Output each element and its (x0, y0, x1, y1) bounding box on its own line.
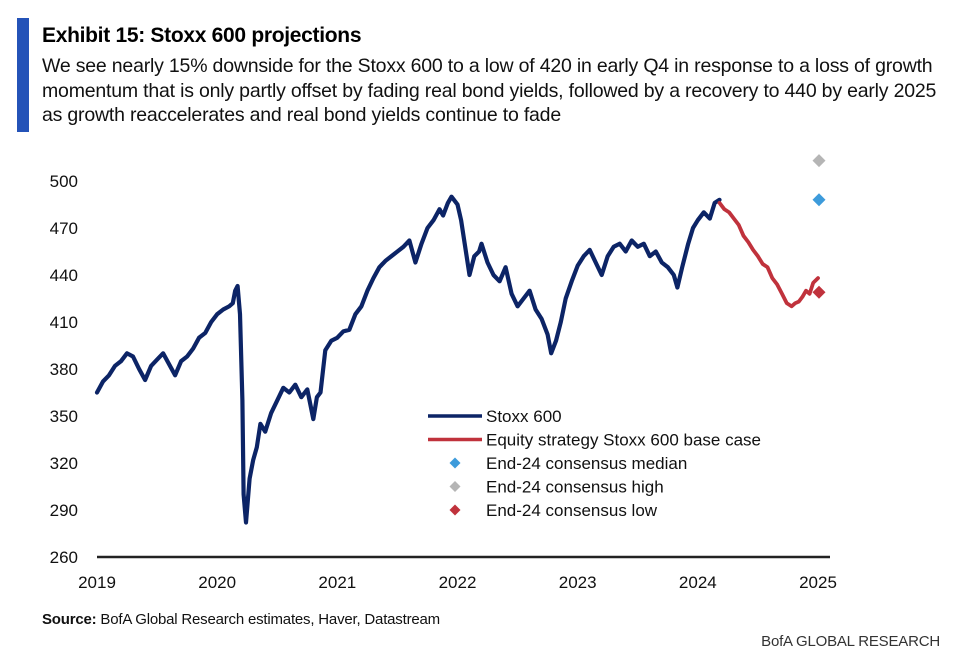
marker-end-24-consensus-median (812, 193, 826, 207)
y-tick-label: 320 (50, 454, 78, 473)
x-tick-label: 2025 (799, 573, 837, 592)
legend-label: End-24 consensus median (486, 454, 687, 473)
y-tick-label: 440 (50, 266, 78, 285)
legend-swatch-diamond (449, 457, 461, 469)
source-label: Source: (42, 611, 97, 628)
legend-swatch-diamond (449, 504, 461, 516)
y-tick-label: 290 (50, 501, 78, 520)
legend-label: Stoxx 600 (486, 407, 562, 426)
x-tick-label: 2019 (78, 573, 116, 592)
x-tick-label: 2023 (559, 573, 597, 592)
y-tick-label: 470 (50, 219, 78, 238)
x-tick-label: 2021 (318, 573, 356, 592)
x-tick-label: 2024 (679, 573, 717, 592)
legend-item-end-24-consensus-high: End-24 consensus high (449, 478, 664, 497)
source-text: BofA Global Research estimates, Haver, D… (96, 611, 440, 628)
series-markers (812, 154, 826, 299)
legend-item-stoxx-600: Stoxx 600 (428, 407, 562, 426)
marker-end-24-consensus-low (812, 285, 826, 299)
series-line-stoxx-600 (94, 194, 722, 525)
y-tick-label: 350 (50, 407, 78, 426)
chart-subtitle: We see nearly 15% downside for the Stoxx… (42, 55, 937, 126)
legend-swatch-diamond (449, 481, 461, 492)
legend-item-end-24-consensus-low: End-24 consensus low (449, 501, 658, 520)
y-tick-label: 380 (50, 360, 78, 379)
brand-footer: BofA GLOBAL RESEARCH (761, 633, 940, 650)
series-lines (94, 194, 820, 525)
legend: Stoxx 600 Equity strategy Stoxx 600 base … (428, 407, 761, 520)
y-tick-label: 500 (50, 172, 78, 191)
legend-label: End-24 consensus high (486, 478, 664, 497)
series-line-equity-strategy-stoxx-600-base-case (717, 201, 820, 309)
x-tick-label: 2022 (439, 573, 477, 592)
legend-label: End-24 consensus low (486, 501, 658, 520)
y-tick-label: 410 (50, 313, 78, 332)
y-tick-label: 260 (50, 548, 78, 567)
marker-end-24-consensus-high (812, 154, 826, 168)
x-axis-ticks: 2019 2020 2021 2022 2023 2024 2025 (78, 573, 837, 592)
x-tick-label: 2020 (198, 573, 236, 592)
legend-label: Equity strategy Stoxx 600 base case (486, 431, 761, 450)
title-accent-bar (17, 18, 29, 132)
source-note: Source: BofA Global Research estimates, … (42, 611, 440, 628)
legend-item-equity-strategy-stoxx-600-base-case: Equity strategy Stoxx 600 base case (428, 431, 761, 450)
y-axis-ticks: 500 470 440 410 380 350 320 290 260 (50, 172, 78, 567)
chart-title: Exhibit 15: Stoxx 600 projections (42, 24, 362, 47)
legend-item-end-24-consensus-median: End-24 consensus median (449, 454, 687, 473)
